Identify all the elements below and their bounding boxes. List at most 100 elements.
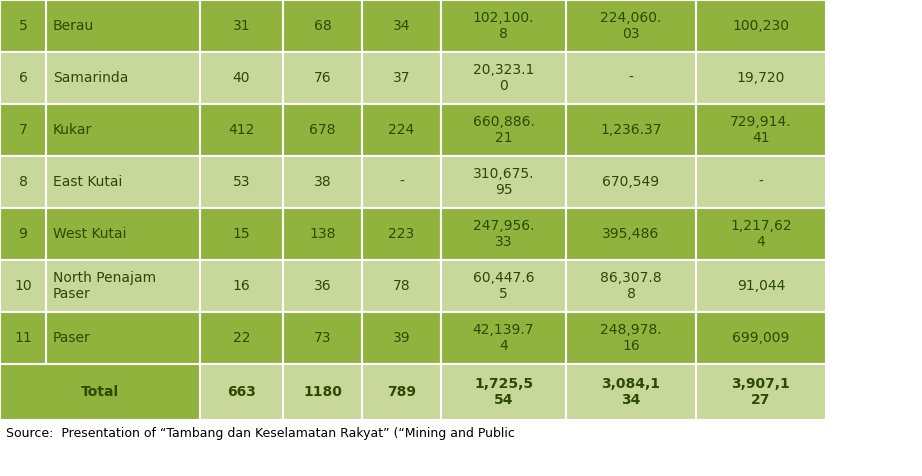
Text: Berau: Berau (53, 19, 94, 33)
Text: 37: 37 (393, 71, 410, 85)
Bar (441, 104, 566, 156)
Bar (200, 208, 283, 260)
Text: 53: 53 (232, 175, 250, 189)
Text: 670,549: 670,549 (602, 175, 659, 189)
Text: 73: 73 (313, 331, 331, 345)
Text: 1180: 1180 (303, 385, 342, 399)
Text: 102,100.
8: 102,100. 8 (473, 11, 534, 41)
Text: 20,323.1
0: 20,323.1 0 (473, 63, 534, 93)
Bar (0, 260, 46, 312)
Text: -: - (629, 71, 633, 85)
Text: -: - (399, 175, 404, 189)
Bar (696, 312, 826, 364)
Text: Kukar: Kukar (53, 123, 92, 137)
Text: 16: 16 (232, 279, 251, 293)
Text: 68: 68 (313, 19, 331, 33)
Text: 15: 15 (232, 227, 250, 241)
Text: Samarinda: Samarinda (53, 71, 128, 85)
Bar (696, 104, 826, 156)
Bar (283, 208, 362, 260)
Text: 39: 39 (393, 331, 410, 345)
Bar (441, 364, 566, 420)
Bar (46, 260, 200, 312)
Text: 412: 412 (229, 123, 254, 137)
Bar (696, 260, 826, 312)
Bar (46, 156, 200, 208)
Text: 34: 34 (393, 19, 410, 33)
Text: 729,914.
41: 729,914. 41 (730, 115, 792, 145)
Bar (200, 364, 283, 420)
Text: 1,725,5
54: 1,725,5 54 (474, 377, 533, 407)
Text: 100,230: 100,230 (732, 19, 789, 33)
Bar (362, 208, 441, 260)
Text: 6: 6 (18, 71, 28, 85)
Bar (441, 0, 566, 52)
Bar (0, 104, 46, 156)
Text: 3,907,1
27: 3,907,1 27 (732, 377, 790, 407)
Text: 19,720: 19,720 (737, 71, 786, 85)
Bar (200, 260, 283, 312)
Bar (0, 420, 922, 448)
Text: 11: 11 (14, 331, 32, 345)
Bar (362, 0, 441, 52)
Text: Paser: Paser (53, 331, 90, 345)
Text: 3,084,1
34: 3,084,1 34 (601, 377, 660, 407)
Text: 31: 31 (232, 19, 250, 33)
Bar (566, 156, 696, 208)
Bar (283, 312, 362, 364)
Bar (200, 0, 283, 52)
Bar (283, 104, 362, 156)
Text: 663: 663 (227, 385, 256, 399)
Text: 22: 22 (232, 331, 250, 345)
Text: 10: 10 (14, 279, 32, 293)
Bar (283, 364, 362, 420)
Bar (566, 364, 696, 420)
Text: East Kutai: East Kutai (53, 175, 123, 189)
Bar (362, 312, 441, 364)
Text: 660,886.
21: 660,886. 21 (473, 115, 535, 145)
Text: 40: 40 (232, 71, 250, 85)
Bar (200, 52, 283, 104)
Text: 1,217,62
4: 1,217,62 4 (730, 219, 792, 249)
Bar (0, 156, 46, 208)
Bar (0, 364, 200, 420)
Bar (696, 156, 826, 208)
Text: 60,447.6
5: 60,447.6 5 (473, 271, 534, 301)
Text: 91,044: 91,044 (737, 279, 786, 293)
Bar (566, 104, 696, 156)
Text: 78: 78 (393, 279, 410, 293)
Text: 9: 9 (18, 227, 28, 241)
Bar (441, 52, 566, 104)
Text: 678: 678 (309, 123, 336, 137)
Bar (566, 208, 696, 260)
Text: 223: 223 (388, 227, 415, 241)
Text: 38: 38 (313, 175, 331, 189)
Text: 8: 8 (18, 175, 28, 189)
Bar (362, 260, 441, 312)
Bar (566, 52, 696, 104)
Text: 76: 76 (313, 71, 331, 85)
Text: 224,060.
03: 224,060. 03 (600, 11, 662, 41)
Bar (46, 208, 200, 260)
Bar (0, 208, 46, 260)
Text: 224: 224 (388, 123, 415, 137)
Bar (566, 0, 696, 52)
Bar (0, 312, 46, 364)
Text: 699,009: 699,009 (732, 331, 789, 345)
Text: 5: 5 (18, 19, 28, 33)
Text: 248,978.
16: 248,978. 16 (600, 323, 662, 353)
Bar (441, 260, 566, 312)
Bar (362, 364, 441, 420)
Text: West Kutai: West Kutai (53, 227, 126, 241)
Bar (200, 312, 283, 364)
Text: 42,139.7
4: 42,139.7 4 (473, 323, 534, 353)
Bar (362, 104, 441, 156)
Bar (46, 312, 200, 364)
Bar (200, 156, 283, 208)
Text: -: - (759, 175, 763, 189)
Bar (283, 156, 362, 208)
Bar (362, 52, 441, 104)
Bar (46, 0, 200, 52)
Text: 7: 7 (18, 123, 28, 137)
Bar (0, 52, 46, 104)
